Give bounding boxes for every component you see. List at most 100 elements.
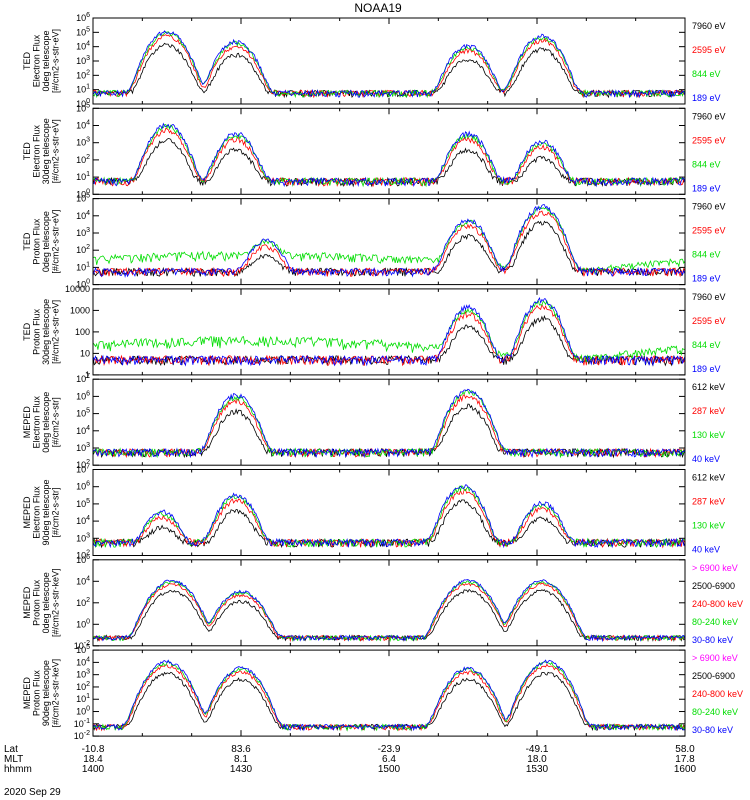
y-tick-label: 107 [76, 373, 90, 384]
series-line-blue [92, 659, 686, 732]
series-line-blue [92, 388, 686, 459]
y-tick-label: 104 [76, 575, 90, 586]
y-tick-label: 105 [76, 408, 90, 419]
y-tick-label: 104 [76, 425, 90, 436]
panel-frame [92, 107, 686, 195]
y-tick-label: 105 [76, 193, 90, 204]
y-tick-label: 105 [76, 644, 90, 655]
y-tick-label: 101 [76, 171, 90, 182]
legend-item: 2595 eV [692, 226, 726, 236]
x-tick-value: 83.6 [231, 744, 251, 755]
y-axis-label: TEDElectron Flux0deg telescope[#/cm2-s-s… [22, 29, 61, 93]
panel-6: 102 103 104 105 106 107 MEPEDElectron Flux90de… [22, 464, 725, 561]
series-line-blue [92, 204, 686, 278]
y-tick-label: 107 [76, 464, 90, 475]
legend-item: 844 eV [692, 159, 721, 169]
legend-item: 844 eV [692, 340, 721, 350]
y-tick-label: 102 [76, 69, 90, 80]
y-tick-label: 10-1 [74, 718, 90, 729]
legend-item: 189 eV [692, 364, 721, 374]
legend-item: 7960 eV [692, 292, 726, 302]
panel-frame [92, 469, 686, 556]
y-tick-label: 102 [76, 244, 90, 255]
legend-item: 612 keV [692, 382, 725, 392]
series-line-black [92, 671, 686, 732]
y-tick-label: 10-2 [74, 730, 90, 741]
legend-item: 130 keV [692, 430, 725, 440]
series-line-blue [92, 122, 686, 188]
series-line-red [92, 489, 686, 549]
x-tick-value: 1530 [526, 764, 549, 775]
panel-7: 10-2 100 102 104 106 MEPEDProton Flux0deg tel… [22, 554, 743, 651]
y-tick-label: 103 [76, 227, 90, 238]
panel-frame [92, 378, 686, 466]
series-line-blue [92, 579, 686, 643]
series-line-red [92, 393, 686, 459]
y-tick-label: 106 [76, 554, 90, 565]
panel-frame [92, 559, 686, 647]
panel-frame [92, 198, 686, 286]
legend-item: 40 keV [692, 454, 720, 464]
panel-4: 1 10 100 1000 10000 TEDProton Flux30deg teles… [22, 284, 726, 380]
plot-title: NOAA19 [354, 1, 402, 15]
x-tick-value: 8.1 [234, 754, 248, 765]
y-tick-label: 103 [76, 442, 90, 453]
y-axis-label: TEDProton Flux30deg telescope[#/cm2-s-st… [22, 299, 61, 365]
series-line-blue [92, 484, 686, 549]
legend-item: 2595 eV [692, 135, 726, 145]
legend-item: 287 keV [692, 406, 725, 416]
y-tick-label: 100 [76, 98, 90, 109]
series-line-black [92, 403, 686, 459]
legend-item: 189 eV [692, 274, 721, 284]
x-row-label: hhmm [4, 764, 32, 775]
y-tick-label: 104 [76, 656, 90, 667]
y-tick-label: 101 [76, 84, 90, 95]
y-tick-label: 103 [76, 669, 90, 680]
legend-item: 40 keV [692, 545, 720, 555]
x-tick-value: 1600 [674, 764, 697, 775]
y-axis-label: MEPEDProton Flux0deg telescope[#/cm2-s-s… [22, 569, 61, 638]
x-tick-value: -23.9 [378, 744, 401, 755]
y-tick-label: 106 [76, 481, 90, 492]
y-tick-label: 100 [76, 618, 90, 629]
panel-1: 100 101 102 103 104 105 106 TEDElectron Flux0de… [22, 12, 726, 109]
series-line-black [93, 42, 686, 99]
y-tick-label: 100 [76, 706, 90, 717]
legend-item: 30-80 keV [692, 635, 733, 645]
series-line-blue [92, 30, 686, 99]
x-tick-value: 1500 [378, 764, 401, 775]
series-line-green [92, 389, 686, 459]
legend-item: 189 eV [692, 183, 721, 193]
legend-item: 7960 eV [692, 111, 726, 121]
y-tick-label: 104 [76, 41, 90, 52]
x-tick-value: 18.4 [83, 754, 103, 765]
series-line-green [92, 580, 686, 643]
series-line-black [92, 588, 686, 643]
x-tick-value: 1430 [230, 764, 253, 775]
legend-item: 2595 eV [692, 316, 726, 326]
legend-item: 7960 eV [692, 202, 726, 212]
x-tick-value: 17.8 [675, 754, 695, 765]
y-tick-label: 100 [76, 188, 90, 199]
series-line-red [92, 210, 686, 278]
legend-item: 7960 eV [692, 21, 726, 31]
legend-item: 80-240 keV [692, 617, 738, 627]
legend-item: 2500-6900 [692, 581, 735, 591]
y-tick-label: 103 [76, 55, 90, 66]
y-tick-label: 104 [76, 515, 90, 526]
y-tick-label: 105 [76, 26, 90, 37]
legend-item: 240-800 keV [692, 689, 743, 699]
series-line-red [92, 127, 686, 188]
series-line-blue [92, 296, 686, 367]
y-tick-label: 10000 [65, 284, 90, 294]
x-tick-value: 6.4 [382, 754, 396, 765]
y-tick-label: 105 [76, 102, 90, 113]
y-tick-label: 104 [76, 210, 90, 221]
y-tick-label: 101 [76, 693, 90, 704]
y-tick-label: 100 [76, 279, 90, 290]
series-line-green [92, 299, 686, 363]
panel-frame [92, 17, 686, 105]
